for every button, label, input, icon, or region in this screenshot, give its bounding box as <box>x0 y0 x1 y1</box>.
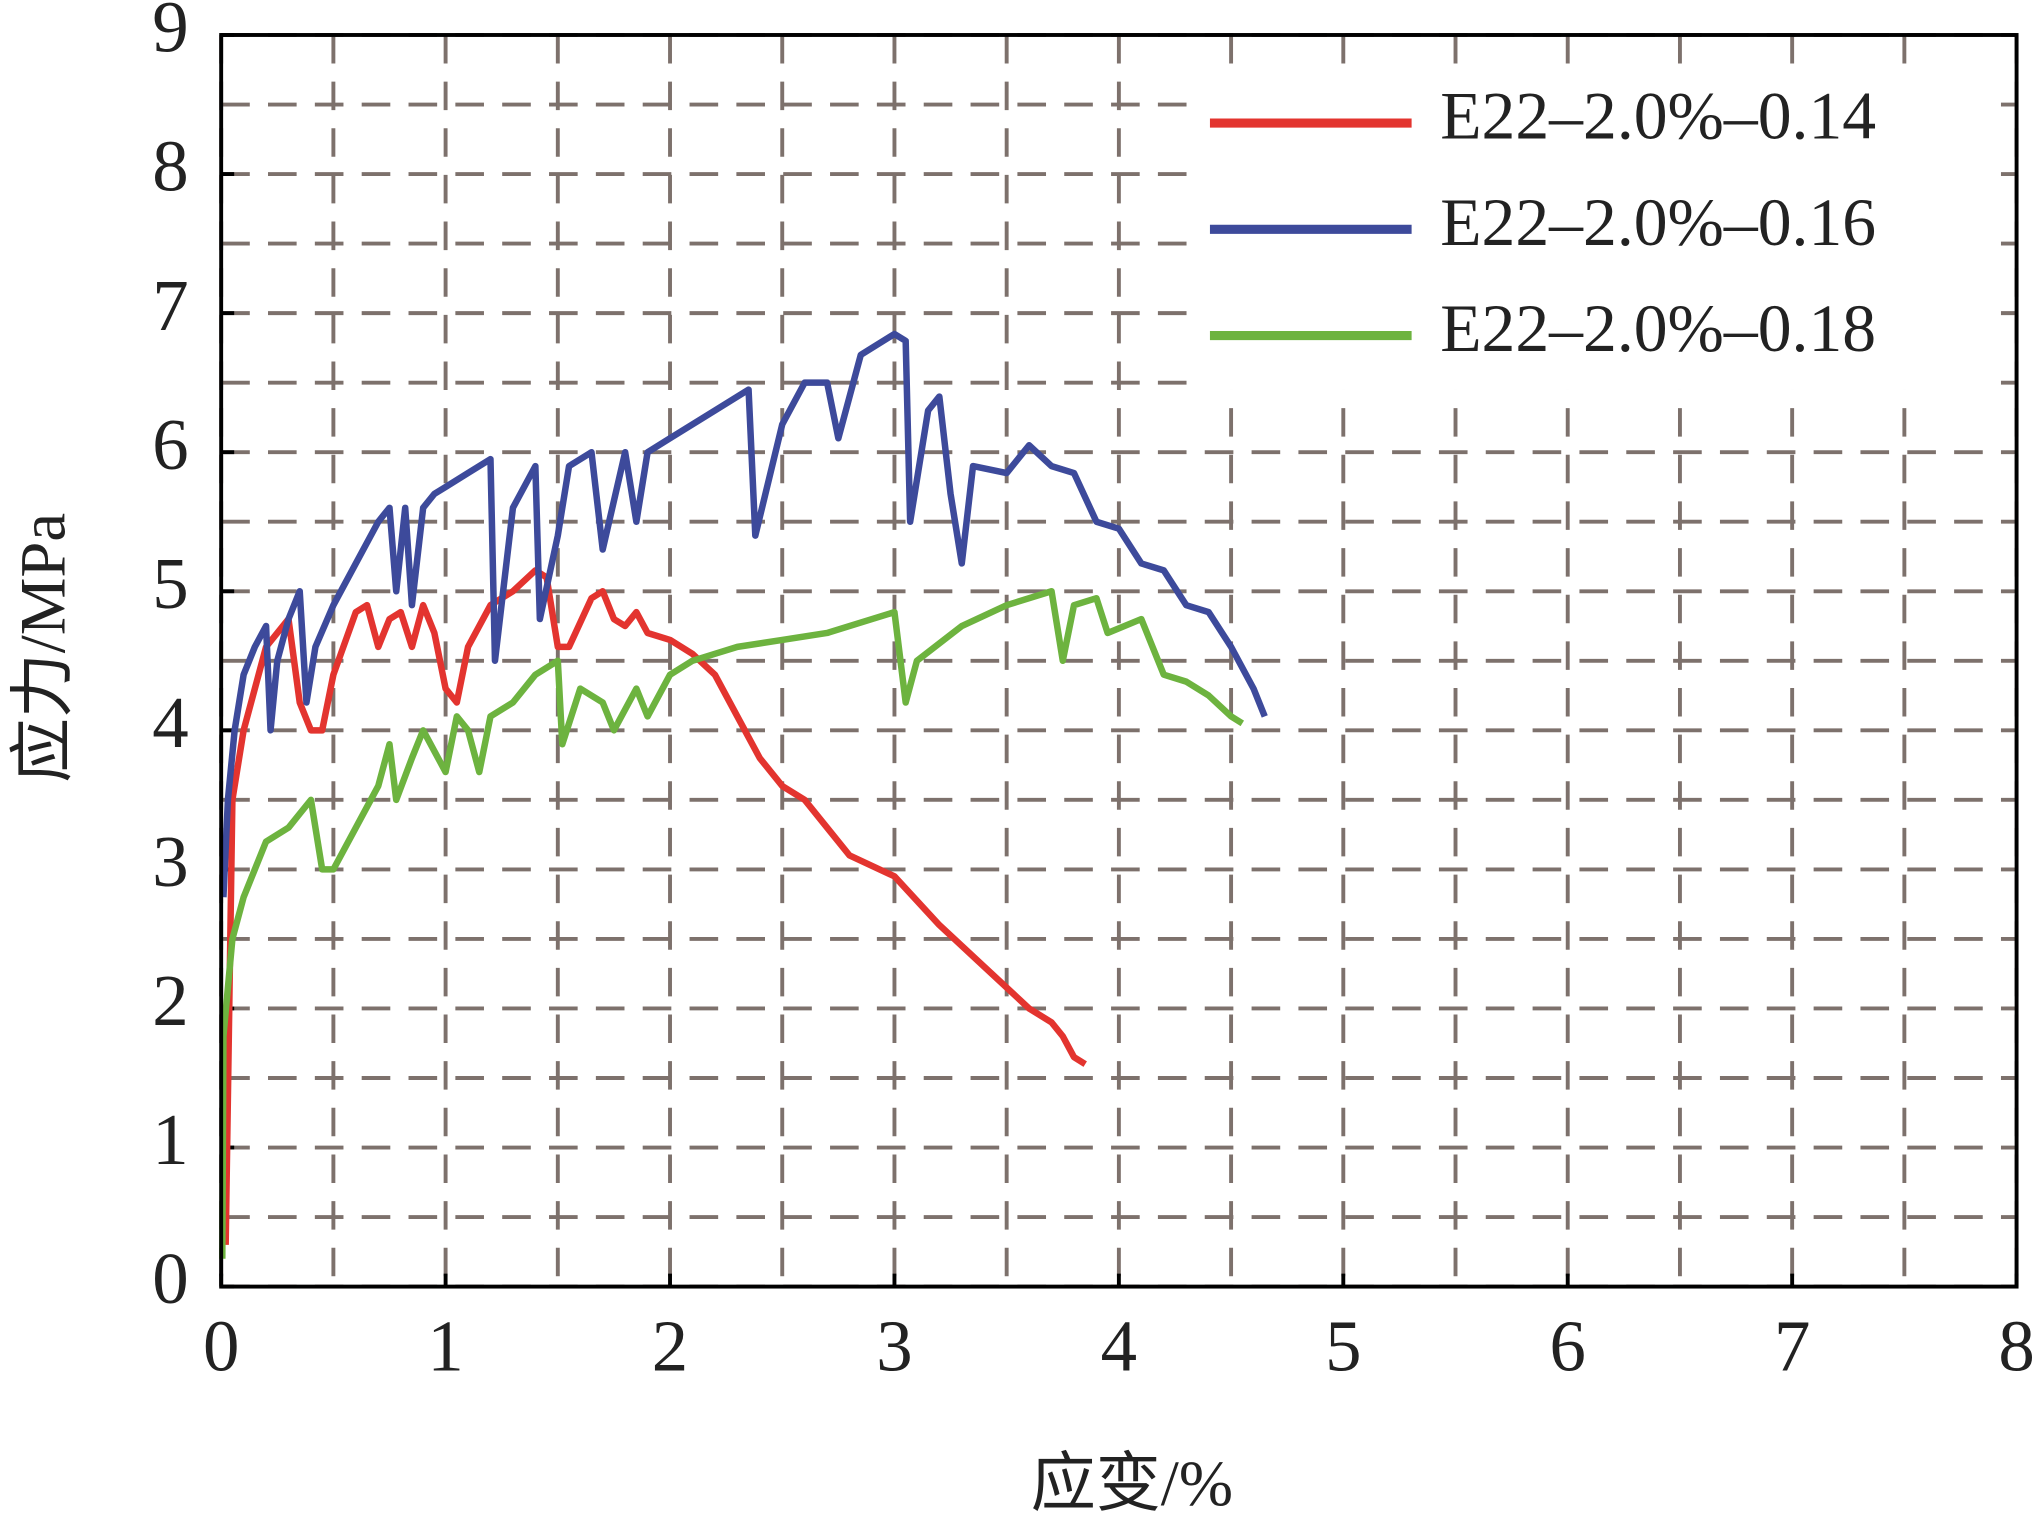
legend-label: E22–2.0%–0.18 <box>1440 291 1876 366</box>
y-tick-label: 4 <box>152 682 188 763</box>
x-tick-label: 8 <box>1998 1306 2034 1387</box>
x-tick-label: 3 <box>876 1306 912 1387</box>
y-tick-label: 6 <box>152 404 188 485</box>
y-tick-label: 1 <box>152 1099 188 1180</box>
y-tick-label: 2 <box>152 960 188 1041</box>
x-tick-label: 4 <box>1101 1306 1137 1387</box>
y-tick-label: 5 <box>152 543 188 624</box>
y-tick-label: 8 <box>152 126 188 207</box>
data-line <box>219 588 1245 1259</box>
x-axis-label: 应变/% <box>1031 1448 1233 1520</box>
x-tick-label: 2 <box>652 1306 688 1387</box>
legend-label: E22–2.0%–0.16 <box>1440 185 1876 260</box>
plot-frame <box>219 33 2019 1289</box>
x-tick-label: 1 <box>427 1306 463 1387</box>
y-tick-label: 7 <box>152 265 188 346</box>
y-axis-label: 应力/MPa <box>7 513 79 783</box>
data-line <box>220 330 1268 898</box>
x-tick-label: 0 <box>203 1306 239 1387</box>
legend-label: E22–2.0%–0.14 <box>1440 79 1876 154</box>
x-tick-label: 5 <box>1325 1306 1361 1387</box>
x-tick-label: 6 <box>1550 1306 1586 1387</box>
y-tick-label: 9 <box>152 0 188 68</box>
x-tick-label: 7 <box>1774 1306 1810 1387</box>
y-tick-label: 3 <box>152 821 188 902</box>
data-line <box>222 567 1087 1245</box>
y-tick-label: 0 <box>152 1238 188 1319</box>
